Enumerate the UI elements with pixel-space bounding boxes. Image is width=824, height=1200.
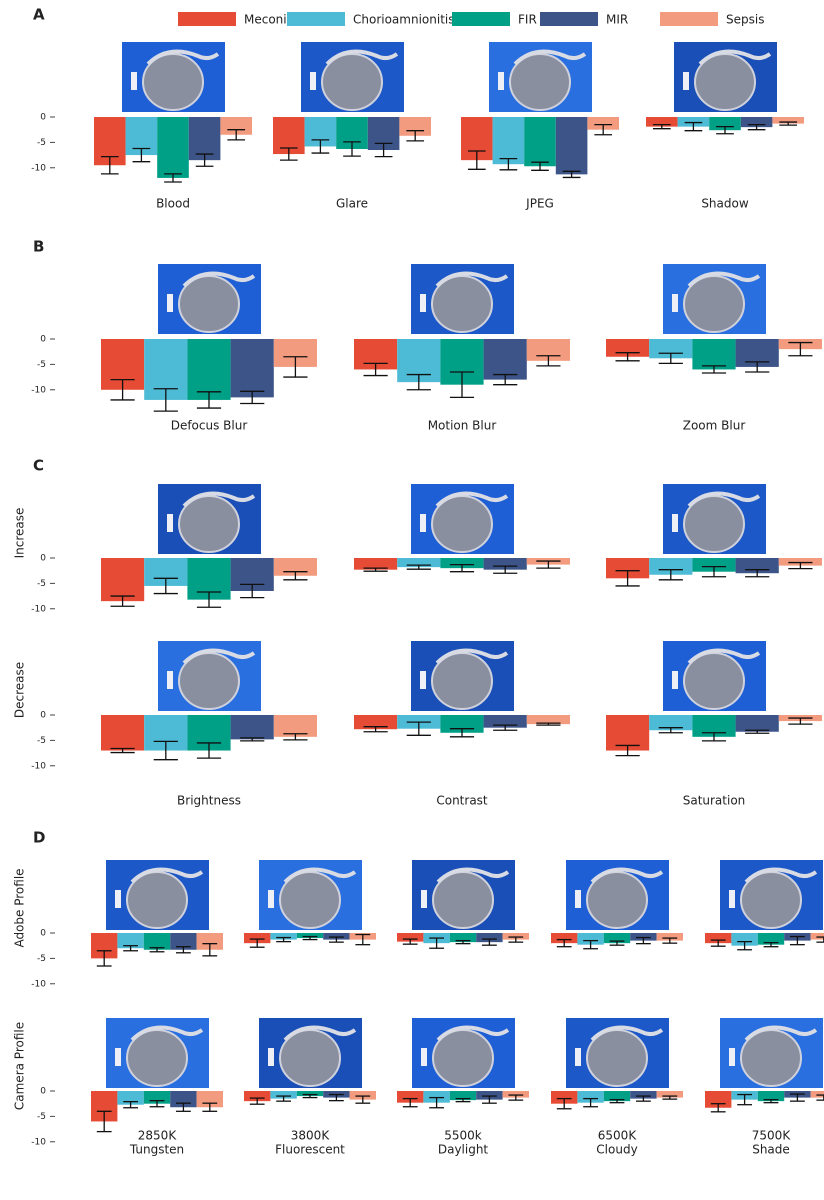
y-tick-label: -5 <box>37 360 46 370</box>
bar <box>556 117 588 174</box>
photo-ruler <box>683 72 689 90</box>
legend-swatch <box>660 12 718 26</box>
bar <box>101 715 144 751</box>
y-tick-label: -10 <box>31 163 46 173</box>
photo-ruler <box>729 890 735 908</box>
y-tick-label: 0 <box>40 554 46 564</box>
photo-ruler <box>575 890 581 908</box>
bar <box>692 339 735 369</box>
x-label: 6500K <box>598 1129 638 1143</box>
y-tick-label: -5 <box>37 1112 46 1122</box>
panel-label: D <box>33 829 45 847</box>
x-label: Zoom Blur <box>683 419 746 433</box>
y-tick-label: 0 <box>40 929 46 939</box>
y-tick-label: 0 <box>40 1087 46 1097</box>
bar <box>811 1091 824 1098</box>
y-tick-label: -10 <box>31 1137 46 1147</box>
figure: MeconiumChorioamnionitisFIRMIRSepsisA0-5… <box>0 0 824 1200</box>
bar <box>231 339 274 397</box>
row-label: Adobe Profile <box>13 868 27 947</box>
x-label: Blood <box>156 197 190 211</box>
bar <box>101 558 144 601</box>
y-tick-label: -5 <box>37 736 46 746</box>
bar <box>484 339 527 380</box>
error-bar <box>240 738 264 741</box>
x-label-2: Tungsten <box>129 1143 184 1157</box>
x-label: Contrast <box>436 794 488 808</box>
x-label-2: Daylight <box>438 1143 489 1157</box>
photo-ruler <box>498 72 504 90</box>
legend-label: MIR <box>606 13 628 27</box>
bar <box>187 339 230 400</box>
bar <box>811 933 824 940</box>
photo-ruler <box>310 72 316 90</box>
photo-ruler <box>421 1048 427 1066</box>
y-tick-label: 0 <box>40 711 46 721</box>
legend-swatch <box>287 12 345 26</box>
photo-ruler <box>115 1048 121 1066</box>
y-tick-label: -5 <box>37 579 46 589</box>
photo-ruler <box>131 72 137 90</box>
legend-swatch <box>178 12 236 26</box>
y-tick-label: -10 <box>31 979 46 989</box>
photo-ruler <box>672 514 678 532</box>
legend-swatch <box>452 12 510 26</box>
photo-ruler <box>268 890 274 908</box>
x-label: Saturation <box>683 794 746 808</box>
photo-ruler <box>268 1048 274 1066</box>
photo-ruler <box>729 1048 735 1066</box>
x-label: Shadow <box>701 197 749 211</box>
photo-ruler <box>167 294 173 312</box>
panel-label: C <box>33 457 44 475</box>
y-tick-label: 0 <box>40 335 46 345</box>
bar <box>736 715 779 732</box>
x-label-2: Cloudy <box>596 1143 637 1157</box>
row-label: Decrease <box>13 662 27 718</box>
photo-ruler <box>420 671 426 689</box>
x-label: 7500K <box>752 1129 792 1143</box>
panel-label: B <box>33 238 44 256</box>
photo-ruler <box>167 514 173 532</box>
photo-ruler <box>672 671 678 689</box>
x-label: Brightness <box>177 794 241 808</box>
legend-label: Chorioamnionitis <box>353 13 455 27</box>
y-tick-label: -5 <box>37 138 46 148</box>
panel-label: A <box>33 6 45 24</box>
x-label: Motion Blur <box>428 419 497 433</box>
x-label: 2850K <box>138 1129 178 1143</box>
photo-ruler <box>672 294 678 312</box>
y-tick-label: -10 <box>31 385 46 395</box>
row-label: Camera Profile <box>13 1022 27 1110</box>
y-tick-label: -10 <box>31 761 46 771</box>
photo-ruler <box>421 890 427 908</box>
bar <box>493 117 525 164</box>
x-label: 3800K <box>291 1129 331 1143</box>
bar <box>524 117 556 166</box>
photo-ruler <box>115 890 121 908</box>
bar <box>231 715 274 739</box>
legend-label: FIR <box>518 13 537 27</box>
row-label: Increase <box>13 508 27 559</box>
x-label-2: Shade <box>752 1143 790 1157</box>
photo-ruler <box>420 514 426 532</box>
y-tick-label: -5 <box>37 954 46 964</box>
x-label: 5500k <box>444 1129 482 1143</box>
y-tick-label: 0 <box>40 113 46 123</box>
x-label: JPEG <box>525 197 554 211</box>
x-label: Defocus Blur <box>171 419 248 433</box>
photo-ruler <box>420 294 426 312</box>
x-label: Glare <box>336 197 368 211</box>
legend-label: Sepsis <box>726 13 764 27</box>
bar <box>157 117 189 178</box>
y-tick-label: -10 <box>31 604 46 614</box>
photo-ruler <box>167 671 173 689</box>
legend-swatch <box>540 12 598 26</box>
photo-ruler <box>575 1048 581 1066</box>
x-label-2: Fluorescent <box>275 1143 345 1157</box>
